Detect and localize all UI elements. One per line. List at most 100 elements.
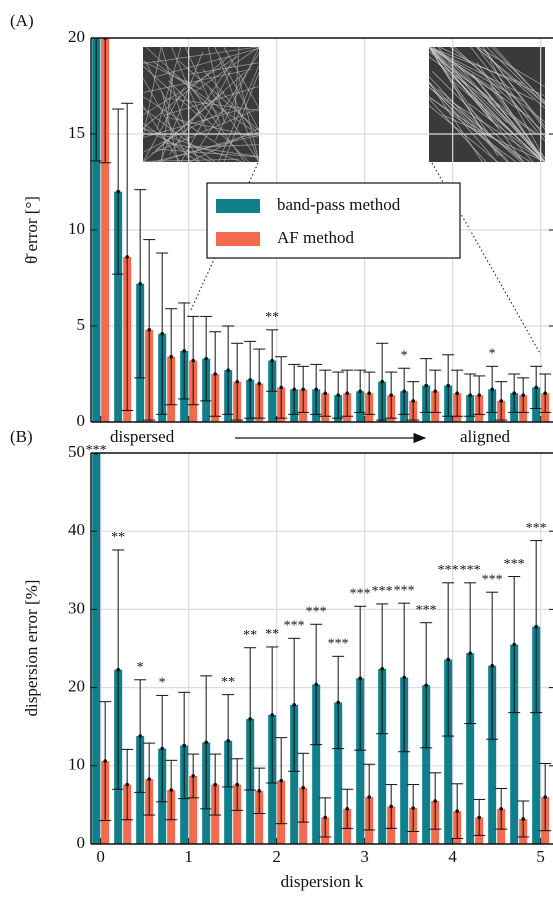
fiber [428, 46, 505, 100]
fiber [476, 62, 546, 163]
error-bar [231, 342, 244, 421]
error-bar [341, 788, 354, 829]
fiber [142, 55, 239, 116]
error-bar [187, 753, 200, 799]
error-bar [486, 591, 499, 740]
error-bar [495, 381, 508, 421]
fiber [238, 76, 260, 163]
error-bar [530, 365, 543, 410]
mean-dot [380, 667, 384, 671]
fiber [428, 81, 503, 157]
mean-dot [367, 795, 371, 799]
significance: *** [350, 586, 371, 601]
significance: *** [306, 604, 327, 619]
significance: * [401, 348, 408, 363]
error-bar [495, 787, 508, 830]
plot-area [91, 38, 553, 422]
fiber [142, 96, 222, 147]
bar [444, 659, 453, 844]
fiber [428, 51, 537, 134]
mean-dot [512, 642, 516, 647]
fiber [428, 76, 510, 163]
mean-dot [138, 281, 142, 286]
fiber [233, 46, 240, 122]
fiber [489, 60, 546, 160]
error-bar [244, 340, 257, 419]
mean-dot [292, 387, 296, 392]
error-bar [442, 582, 455, 737]
mean-dot [468, 651, 472, 655]
legend-swatch [216, 232, 260, 246]
error-bar [429, 369, 442, 413]
y-tick-label: 10 [68, 755, 85, 774]
bar [233, 784, 242, 844]
error-bar [451, 783, 464, 840]
error-bar [275, 737, 288, 825]
mean-dot [534, 624, 538, 629]
y-axis-label: dispersion error [%] [22, 580, 41, 717]
mean-dot [103, 759, 107, 763]
fiber [142, 46, 258, 64]
fiber [468, 103, 546, 163]
error-bar [420, 622, 433, 749]
y-tick-label: 10 [68, 219, 85, 238]
arrow-label: aligned [460, 427, 511, 446]
fiber [450, 46, 546, 123]
x-tick-label: 3 [360, 847, 369, 866]
x-tick-label: 5 [536, 847, 545, 866]
significance: *** [460, 563, 481, 578]
mean-dot [169, 788, 173, 792]
fiber [428, 46, 492, 138]
mean-dot [248, 717, 252, 721]
mean-dot [235, 782, 239, 787]
mean-dot [490, 663, 494, 668]
error-bar [134, 679, 147, 793]
error-bar [288, 637, 301, 772]
plot-area [91, 453, 553, 844]
error-bar [266, 329, 279, 392]
fiber [158, 131, 260, 163]
x-tick-label: 1 [184, 847, 193, 866]
mean-dot [477, 393, 481, 397]
error-bar [178, 691, 191, 800]
significance: *** [526, 521, 547, 536]
fiber [142, 158, 240, 162]
mean-dot [226, 368, 230, 372]
mean-dot [411, 399, 415, 403]
mean-dot [182, 349, 186, 353]
mean-dot [543, 391, 547, 396]
error-bar [222, 325, 235, 415]
x-tick-label: 2 [272, 847, 281, 866]
mean-dot [270, 713, 274, 717]
fiber [155, 71, 247, 151]
mean-dot [323, 815, 327, 820]
mean-dot [125, 782, 129, 787]
fiber [445, 98, 546, 163]
mean-dot [455, 391, 459, 396]
error-bar [187, 315, 200, 406]
mean-dot [248, 377, 252, 382]
mean-dot [191, 358, 195, 363]
mean-dot [521, 393, 525, 397]
x-tick-label: 4 [448, 847, 457, 866]
bar [255, 790, 264, 844]
fiber [144, 60, 200, 163]
error-bar [517, 800, 530, 838]
y-tick-label: 15 [68, 123, 85, 142]
mean-dot [345, 807, 349, 811]
mean-dot [446, 657, 450, 662]
connector [189, 162, 259, 313]
significance: *** [86, 443, 107, 458]
mean-dot [169, 354, 173, 359]
fiber [428, 81, 483, 163]
y-tick-label: 5 [77, 315, 86, 334]
mean-dot [191, 774, 195, 778]
significance: ** [265, 627, 279, 642]
mean-dot [512, 391, 516, 396]
mean-dot [345, 391, 349, 396]
bar [114, 191, 123, 422]
fiber [142, 55, 230, 129]
mean-dot [138, 734, 142, 738]
significance: * [137, 660, 144, 675]
mean-dot [455, 809, 459, 813]
